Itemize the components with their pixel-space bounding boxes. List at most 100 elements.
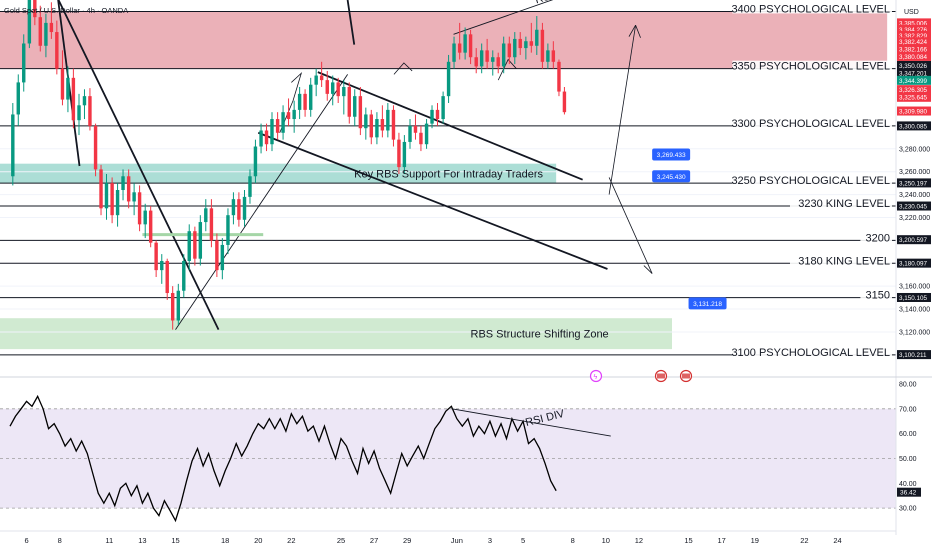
time-tick-label: 12 [635,536,643,545]
price-tag-label: 3,100.211 [899,352,927,359]
price-tag[interactable] [897,68,931,78]
bearish-candle [485,50,489,62]
price-tag[interactable] [897,201,931,211]
resistance-zone [0,11,888,69]
level-label-background [732,117,892,128]
target-price-tag-label: 3,269.433 [657,152,686,159]
projection-arrow[interactable] [279,71,303,133]
price-tag-label: 3,350.026 [899,63,928,70]
rsi-divergence-line[interactable] [451,408,611,437]
price-tag[interactable] [897,75,931,85]
price-tag[interactable] [897,24,931,34]
price-tag[interactable] [897,85,931,95]
trendline[interactable] [317,71,583,181]
price-tag-label: 3,382.166 [899,47,928,54]
trendline[interactable] [57,0,220,331]
trendline[interactable] [257,131,608,270]
trendlines-layer[interactable] [57,0,653,331]
bearish-candle [38,17,42,46]
target-price-tag[interactable] [652,170,691,183]
bearish-candle [380,119,385,131]
price-tag[interactable] [897,18,931,28]
price-tag-label: 3,380.084 [899,54,928,61]
price-tag[interactable] [897,51,931,61]
bullish-candle [160,260,164,271]
projection-arrow-head[interactable] [628,24,636,37]
price-tag[interactable] [897,121,931,131]
bearish-candle [419,132,423,145]
price-tag[interactable] [897,258,931,268]
bearish-candle [154,242,158,271]
bearish-candle [193,231,197,259]
price-tick-label: 3,280.000 [899,146,930,153]
price-tag-label: 3,384.276 [899,27,928,34]
rsi-current-value-tag[interactable] [897,487,921,497]
bearish-candle [391,109,396,140]
price-tag[interactable] [897,60,931,70]
bearish-candle [165,260,169,294]
projection-arrow[interactable] [608,25,636,195]
bullish-candle [220,244,225,271]
event-markers[interactable]: ϟ [589,369,693,383]
rsi-tick-label: 50.00 [899,456,917,463]
bullish-candle [331,82,335,94]
dividend-event-icon[interactable] [589,369,603,383]
bullish-candle [143,210,147,225]
bullish-candle [204,208,208,223]
time-tick-label: 29 [403,536,411,545]
bullish-candle [115,190,120,216]
bullish-candle [386,109,390,131]
bullish-candle [82,96,87,106]
projection-arrow[interactable] [393,62,413,75]
candles-layer [11,0,567,330]
price-tag-label: 3,150.105 [899,295,928,302]
bullish-candle [44,22,48,46]
structure-zone-label: RBS Structure Shifting Zone [471,329,609,341]
bearish-candle [33,0,37,18]
bullish-candle [446,61,451,97]
price-axis-layer[interactable]: USD 3,280.000 3,260.000 3,240.000 3,220.000… [895,0,932,535]
price-tag[interactable] [897,350,931,360]
projection-arrow[interactable] [608,177,653,274]
bearish-candle [286,112,291,120]
price-tag[interactable] [897,235,931,245]
bearish-candle [60,68,65,100]
price-tag[interactable] [897,92,931,102]
price-tag[interactable] [897,106,931,116]
price-tag[interactable] [897,37,931,47]
bullish-candle [259,130,263,147]
time-tick-label: 18 [221,536,229,545]
price-tag-label: 3,250.197 [899,180,928,187]
projection-arrow-head[interactable] [635,25,641,38]
trendline[interactable] [453,0,618,35]
bearish-candle [518,38,522,49]
bullish-candle [16,82,20,115]
bullish-candle [441,96,445,120]
bullish-candle [281,112,285,133]
dividend-event-icon-glyph: ϟ [594,374,598,381]
price-tag[interactable] [897,292,931,302]
price-tag[interactable] [897,44,931,54]
price-tag-label: 3,382.424 [899,39,928,46]
time-axis-layer[interactable]: 6 8 11 13 15 18 20 22 25 27 29 Jun 3 5 8 10 12 15 17 19 22 24 [0,530,896,545]
target-price-tag[interactable] [688,297,727,310]
projection-arrow[interactable] [497,58,517,81]
price-tag[interactable] [897,178,931,188]
projection-arrow-head[interactable] [643,265,653,274]
bearish-candle [325,80,329,94]
trendline[interactable] [175,74,348,330]
time-tick-label: 6 [24,536,28,545]
level-label-3250-psychological-level: 3250 PSYCHOLOGICAL LEVEL [731,175,890,187]
bearish-candle [529,41,534,46]
bullish-candle [297,93,302,110]
trendline[interactable] [346,0,356,45]
bearish-candle [215,240,219,271]
time-tick-label: 8 [571,536,575,545]
bullish-candle [535,29,539,46]
target-price-tag[interactable] [652,148,691,161]
price-tag[interactable] [897,30,931,40]
bullish-candle [104,183,109,209]
